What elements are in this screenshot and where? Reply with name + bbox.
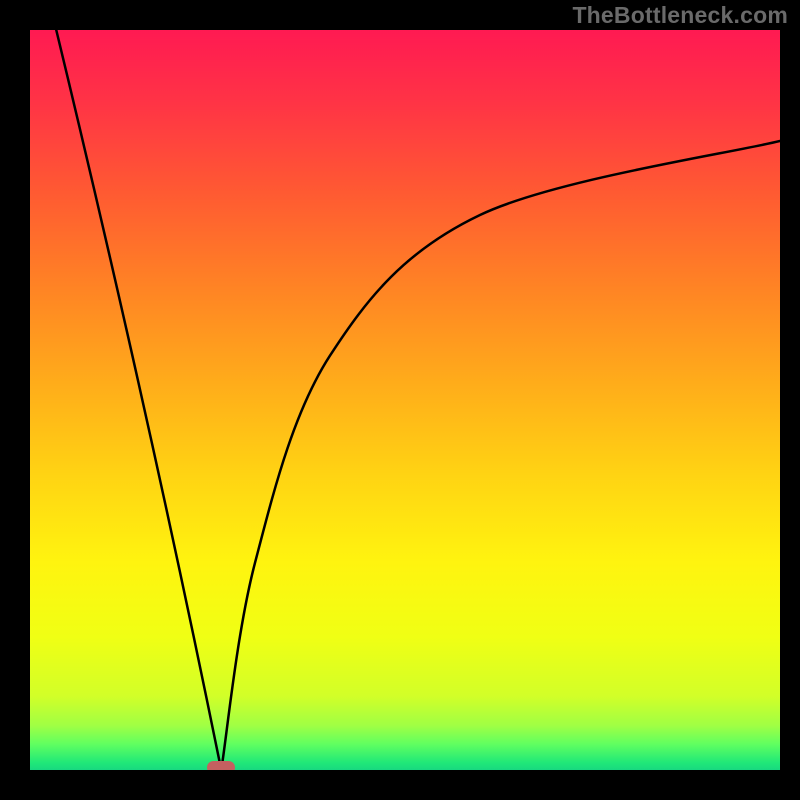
bottleneck-curve-path bbox=[56, 30, 780, 770]
plot-area bbox=[30, 30, 780, 770]
watermark-text: TheBottleneck.com bbox=[572, 2, 788, 29]
minimum-marker bbox=[207, 761, 235, 771]
chart-frame: TheBottleneck.com bbox=[0, 0, 800, 800]
bottleneck-curve bbox=[30, 30, 780, 770]
